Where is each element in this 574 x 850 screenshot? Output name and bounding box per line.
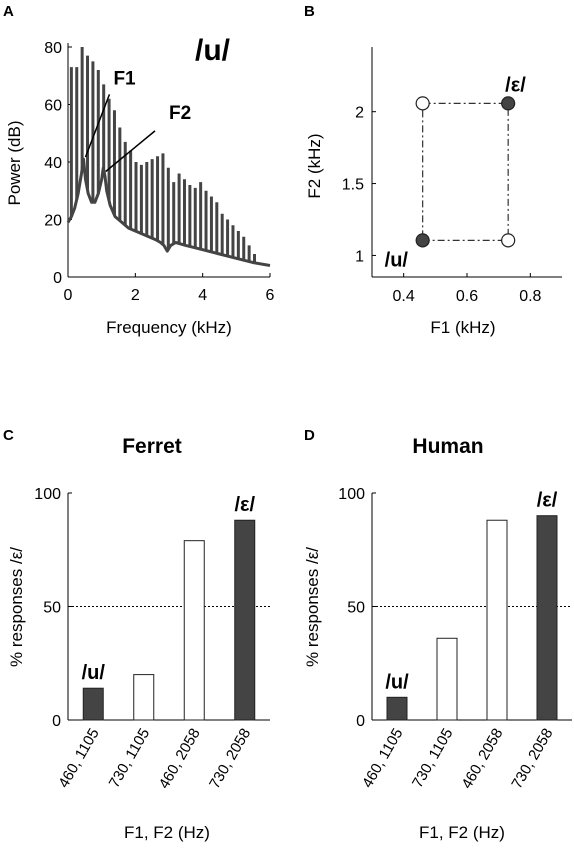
- vowel-point-filled: [415, 233, 430, 248]
- spectrum-y-tick-label: 40: [44, 155, 62, 172]
- spectral-envelope-line: [66, 157, 271, 267]
- human-y-tick-label: 50: [347, 600, 365, 617]
- human-bar: [436, 637, 458, 721]
- formant-pointer-line: [105, 130, 156, 173]
- spectrum-title: /u/: [195, 34, 231, 67]
- ferret-y-tick-label: 50: [43, 600, 61, 617]
- vowel-point-label: /ε/: [505, 74, 526, 96]
- ferret-xlabel: F1, F2 (Hz): [124, 823, 210, 842]
- vowel-point-open: [501, 233, 516, 248]
- vowel-point-label: /u/: [385, 249, 409, 271]
- formant-y-tick-label: 1.5: [342, 177, 364, 194]
- human-bar: [486, 519, 508, 721]
- formant-connector-dashed: [422, 102, 509, 241]
- human-x-tick-label: 730, 2058: [508, 726, 556, 792]
- formant-annotation-label: F1: [113, 68, 136, 89]
- formant-space-chart: F1 (kHz) F2 (kHz) 1 1.5 2 0.4 0.6 0.8/u/ /ε/: [305, 47, 562, 337]
- spectrum-x-tick-label: 6: [266, 287, 275, 304]
- panel-label-c: C: [3, 427, 14, 444]
- human-bar-label: /ε/: [537, 490, 558, 512]
- ferret-title: Ferret: [122, 435, 182, 458]
- human-title: Human: [412, 435, 483, 458]
- ferret-bar-chart: Ferret % responses /ε/ F1, F2 (Hz) 0 50 10…: [7, 435, 270, 842]
- ferret-x-tick-label: 730, 1105: [106, 726, 154, 791]
- human-bar-label: /u/: [385, 671, 409, 693]
- spectrum-ylabel: Power (dB): [5, 120, 24, 205]
- formant-ylabel: F2 (kHz): [305, 133, 324, 198]
- ferret-bar: [82, 687, 104, 721]
- panel-label-b: B: [304, 3, 315, 20]
- ferret-bar-label: /u/: [82, 662, 106, 684]
- human-xlabel: F1, F2 (Hz): [419, 823, 505, 842]
- ferret-bar: [183, 540, 205, 721]
- spectrum-y-tick-label: 20: [44, 213, 62, 230]
- ferret-bar: [133, 674, 155, 721]
- ferret-x-tick-label: 730, 2058: [206, 726, 254, 792]
- formant-y-tick-label: 1: [355, 248, 364, 265]
- human-bar: [536, 515, 558, 721]
- formant-y-tick-label: 2: [355, 105, 364, 122]
- formant-x-tick-label: 0.6: [456, 288, 478, 305]
- formant-pointer-line: [84, 94, 111, 158]
- formant-x-tick-label: 0.4: [393, 288, 415, 305]
- ferret-ylabel: % responses /ε/: [7, 547, 26, 667]
- ferret-y-tick-label: 100: [34, 486, 61, 503]
- human-ylabel: % responses /ε/: [303, 547, 322, 667]
- formant-xlabel: F1 (kHz): [430, 318, 495, 337]
- spectrum-y-tick-label: 80: [44, 40, 62, 57]
- vowel-point-filled: [501, 96, 516, 111]
- spectrum-xlabel: Frequency (kHz): [106, 318, 232, 337]
- spectrum-chart: /u/ Frequency (kHz) Power (dB) 020406080…: [5, 34, 275, 337]
- human-bar: [386, 696, 408, 721]
- ferret-bar: [234, 519, 256, 721]
- ferret-x-tick-label: 460, 1105: [55, 726, 103, 791]
- formant-x-tick-label: 0.8: [519, 288, 541, 305]
- ferret-y-tick-label: 0: [52, 713, 61, 730]
- ferret-x-tick-label: 460, 2058: [156, 726, 204, 792]
- spectrum-y-tick-label: 60: [44, 98, 62, 115]
- spectrum-y-tick-label: 0: [53, 270, 62, 287]
- formant-annotation-label: F2: [169, 103, 191, 124]
- human-x-tick-label: 730, 1105: [409, 726, 457, 791]
- panel-label-a: A: [3, 3, 14, 20]
- human-x-tick-label: 460, 1105: [359, 726, 407, 791]
- human-bar-chart: Human % responses /ε/ F1, F2 (Hz) 0 50 100…: [303, 435, 572, 842]
- spectrum-x-tick-label: 4: [198, 287, 207, 304]
- spectrum-x-tick-label: 0: [64, 287, 73, 304]
- vowel-point-open: [415, 96, 430, 111]
- ferret-bar-label: /ε/: [234, 494, 255, 516]
- panel-label-d: D: [304, 427, 315, 444]
- human-x-tick-label: 460, 2058: [458, 726, 506, 792]
- spectrum-x-tick-label: 2: [131, 287, 140, 304]
- human-y-tick-label: 100: [338, 486, 365, 503]
- human-y-tick-label: 0: [356, 713, 365, 730]
